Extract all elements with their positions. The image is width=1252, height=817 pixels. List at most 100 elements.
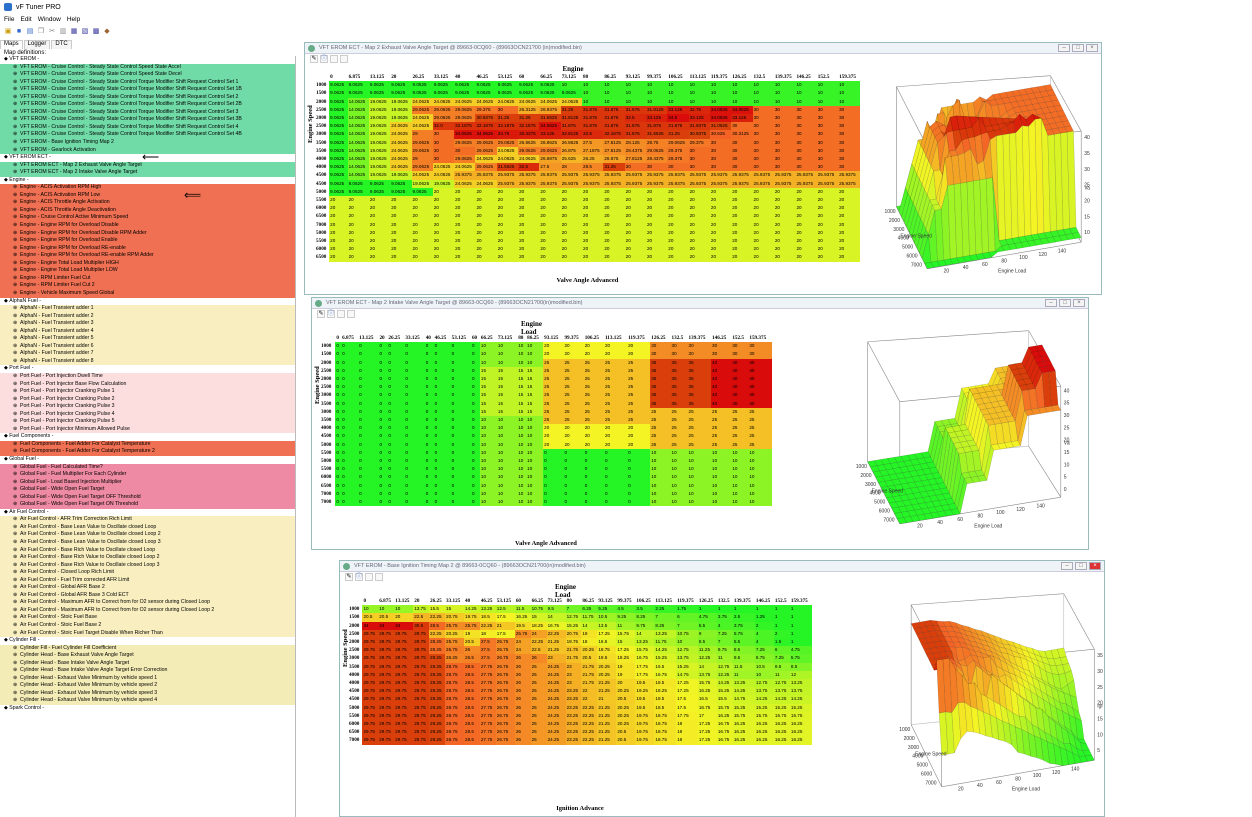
table-cell[interactable]: 20	[454, 253, 476, 262]
table-cell[interactable]: 18.75	[597, 646, 617, 655]
table-cell[interactable]: 0	[583, 481, 604, 490]
table-cell[interactable]: 10	[479, 424, 497, 433]
table-cell[interactable]: 25.9375	[731, 171, 753, 180]
expand-icon[interactable]: ⊕	[13, 689, 18, 696]
table-cell[interactable]: 0	[424, 366, 434, 376]
table-cell[interactable]: 20	[603, 245, 625, 254]
table-cell[interactable]: 20	[390, 220, 412, 229]
table-cell[interactable]: 0	[450, 432, 471, 441]
table-cell[interactable]: 0	[358, 375, 379, 384]
table-cell[interactable]: 23.25	[565, 695, 582, 704]
expand-icon[interactable]: ⊕	[13, 237, 18, 244]
tree-map-item[interactable]: ⊕ AlphaN - Fuel Transient adder 4	[0, 327, 295, 336]
table-cell[interactable]: 14.0625	[347, 114, 369, 123]
table-cell[interactable]: 20	[411, 253, 433, 262]
table-cell[interactable]: 10	[479, 473, 497, 482]
table-cell[interactable]: 19.75	[635, 736, 655, 745]
table-cell[interactable]: 30	[709, 155, 732, 164]
table-cell[interactable]: 30	[731, 138, 753, 147]
table-cell[interactable]: 29.25	[429, 720, 446, 729]
surface-3d-plot[interactable]: 4035302520151020406080100120140100020003…	[870, 69, 1090, 291]
expand-icon[interactable]: ⊕	[13, 214, 18, 221]
table-cell[interactable]: 29.75	[394, 720, 414, 729]
table-cell[interactable]: 10	[650, 498, 671, 507]
table-cell[interactable]: 15.25	[732, 703, 755, 712]
table-cell[interactable]: 20	[688, 253, 710, 262]
table-cell[interactable]: 26.875	[560, 146, 583, 156]
table-cell[interactable]: 31.875	[624, 122, 646, 131]
table-cell[interactable]: 14.0625	[347, 171, 369, 180]
table-cell[interactable]: 10	[709, 81, 732, 90]
table-cell[interactable]: 30	[496, 105, 519, 115]
table-cell[interactable]: 1	[773, 621, 790, 630]
table-cell[interactable]: 31.9375	[688, 122, 710, 131]
table-cell[interactable]: 14.0625	[347, 130, 369, 139]
table-cell[interactable]: 4.75	[789, 646, 812, 655]
table-cell[interactable]: 17.25	[597, 629, 617, 639]
table-cell[interactable]: 30	[731, 342, 749, 351]
open-icon[interactable]: ▣	[4, 27, 12, 35]
table-cell[interactable]: 20	[432, 228, 455, 238]
expand-icon[interactable]: ⊕	[13, 320, 18, 327]
table-cell[interactable]: 19.5	[597, 654, 617, 663]
table-cell[interactable]: 0	[603, 498, 628, 507]
table-cell[interactable]: 16.75	[654, 670, 677, 680]
tree-map-item[interactable]: ⊕ Air Fuel Control - Maximum AFR to Corre…	[0, 606, 295, 615]
table-cell[interactable]: 26.75	[495, 670, 515, 680]
table-cell[interactable]: 9.0625	[496, 81, 519, 90]
table-cell[interactable]: 29.75	[413, 670, 430, 680]
table-cell[interactable]: 24.0625	[475, 155, 497, 164]
table-cell[interactable]: 0	[433, 440, 451, 449]
table-cell[interactable]: 22.25	[581, 720, 598, 729]
table-cell[interactable]: 20	[560, 237, 583, 246]
table-cell[interactable]: 16.5	[654, 662, 677, 671]
table-cell[interactable]: 0	[335, 407, 342, 417]
table-cell[interactable]: 20	[411, 237, 433, 246]
table-cell[interactable]: 24.0625	[496, 155, 519, 164]
table-cell[interactable]: 20	[475, 212, 497, 221]
table-cell[interactable]: 25	[731, 424, 749, 433]
table-cell[interactable]: 0	[433, 424, 451, 433]
tree-map-item[interactable]: ⊕ Air Fuel Control - Closed Loop Rich Lim…	[0, 569, 295, 577]
table-cell[interactable]: 28.75	[445, 679, 465, 688]
table-cell[interactable]: 20	[329, 245, 348, 254]
table-cell[interactable]: 25	[650, 416, 671, 425]
table-cell[interactable]: 29.75	[362, 646, 379, 655]
table-cell[interactable]: 26.75	[495, 662, 515, 671]
table-cell[interactable]: 20	[518, 253, 540, 262]
table-cell[interactable]: 25	[563, 391, 584, 400]
table-cell[interactable]: 20	[518, 228, 540, 238]
table-cell[interactable]: 11.75	[581, 613, 598, 622]
table-cell[interactable]: 25	[583, 399, 604, 408]
tree-map-item[interactable]: ⊕ VFT EROM - Cruise Control - Steady Stat…	[0, 101, 295, 109]
plugin-icon[interactable]: ◆	[104, 27, 110, 35]
table-cell[interactable]: 16.25	[697, 687, 717, 696]
table-cell[interactable]: 30	[752, 122, 774, 131]
table-cell[interactable]: 20	[582, 212, 604, 221]
table-cell[interactable]: 8.25	[635, 613, 655, 622]
table-cell[interactable]: 20	[645, 237, 668, 246]
table-cell[interactable]: 0	[470, 342, 480, 351]
table-cell[interactable]: 15.5	[716, 695, 733, 704]
table-cell[interactable]: 7	[654, 613, 677, 622]
table-cell[interactable]: 14.25	[732, 687, 755, 696]
table-cell[interactable]: 27.5	[479, 638, 496, 647]
table-cell[interactable]: 0	[603, 473, 628, 482]
window-icon[interactable]: ▩	[92, 27, 100, 35]
table-cell[interactable]: 30	[687, 350, 712, 359]
table-cell[interactable]: 21.75	[581, 662, 598, 671]
expand-icon[interactable]: ⊕	[13, 78, 18, 85]
table-cell[interactable]: 20	[432, 220, 455, 229]
table-cell[interactable]: 4.75	[697, 613, 717, 622]
table-cell[interactable]: 35	[687, 366, 712, 376]
table-cell[interactable]: 0	[378, 383, 388, 392]
table-cell[interactable]: 20	[838, 253, 860, 262]
table-cell[interactable]: 10	[517, 440, 527, 449]
window-intake-valve-map[interactable]: VFT EROM ECT - Map 2 Intake Valve Angle …	[311, 297, 1089, 550]
table-cell[interactable]: 7.25	[754, 646, 774, 655]
table-cell[interactable]: 20	[624, 212, 646, 221]
expand-icon[interactable]: ⊕	[13, 199, 18, 206]
table-cell[interactable]: 0	[404, 358, 425, 367]
table-cell[interactable]: 29.75	[413, 736, 430, 745]
table-cell[interactable]: 0	[378, 358, 388, 367]
